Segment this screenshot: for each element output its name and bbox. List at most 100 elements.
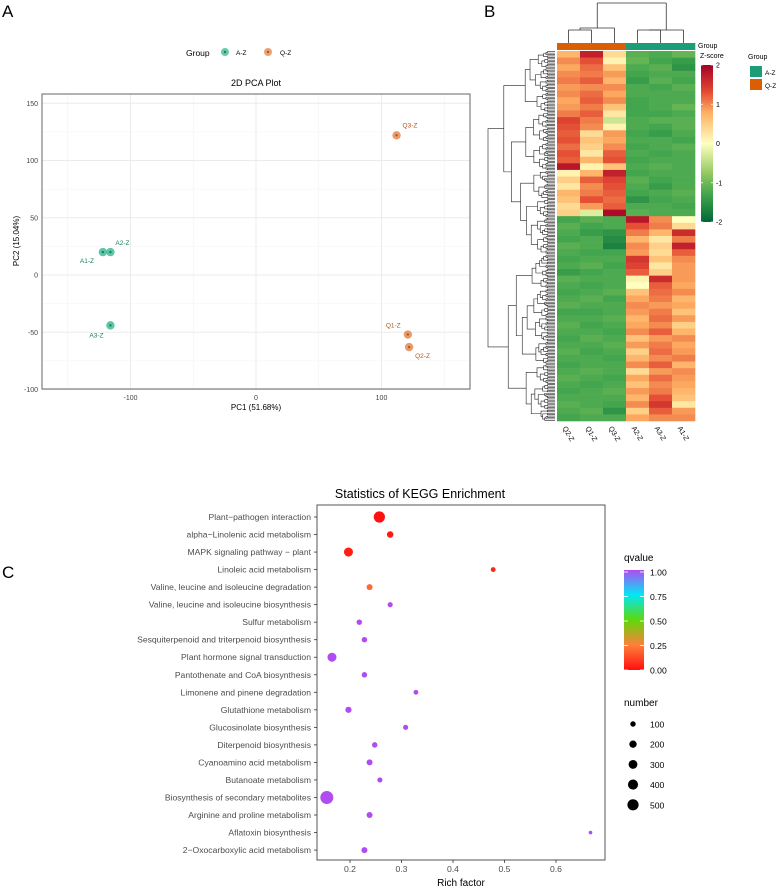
heatmap-cell <box>557 315 581 323</box>
heatmap-cell <box>649 229 673 237</box>
heatmap-cells <box>557 51 696 422</box>
kegg-point <box>327 652 337 662</box>
heatmap-cell <box>557 275 581 283</box>
heatmap-cell <box>626 236 650 243</box>
heatmap-cell <box>626 90 650 98</box>
heatmap-cell <box>626 97 650 105</box>
heatmap-cell <box>557 295 581 303</box>
heatmap-cell <box>580 77 604 85</box>
heatmap-cell <box>649 394 673 402</box>
heatmap-cell <box>672 51 696 58</box>
heatmap-cell <box>649 368 673 376</box>
heatmap-cell <box>672 90 696 98</box>
heatmap-cell <box>557 414 581 422</box>
qvalue-colorbar-ticks: 1.00 0.75 0.50 0.25 0.00 <box>624 568 667 676</box>
column-label: A2-Z <box>630 426 644 443</box>
kegg-point <box>343 547 353 557</box>
heatmap-cell <box>672 341 696 349</box>
heatmap-cell <box>603 110 627 118</box>
kegg-points <box>320 511 593 854</box>
heatmap-cell <box>603 84 627 91</box>
heatmap-cell <box>580 117 604 124</box>
heatmap-cell <box>672 103 696 111</box>
pca-point-label: Q1-Z <box>386 323 401 330</box>
heatmap-cell <box>649 189 673 197</box>
heatmap-cell <box>672 57 696 65</box>
heatmap-cell <box>557 169 581 177</box>
heatmap-cell <box>557 196 581 204</box>
heatmap-cell <box>649 348 673 356</box>
heatmap-cell <box>626 295 650 303</box>
pca-point-label: A3-Z <box>89 332 103 339</box>
heatmap-cell <box>580 295 604 303</box>
heatmap-cell <box>580 123 604 131</box>
colorbar-tick-label: 0.50 <box>650 617 667 627</box>
pathway-label: Butanoate metabolism <box>225 775 311 785</box>
kegg-point <box>361 847 368 854</box>
heatmap-cell <box>580 163 604 171</box>
heatmap-cell <box>580 242 604 250</box>
heatmap-cell <box>672 335 696 343</box>
kegg-point <box>366 584 373 591</box>
heatmap-cell <box>557 189 581 197</box>
heatmap-cell <box>557 407 581 415</box>
heatmap-cell <box>672 242 696 250</box>
heatmap-cell <box>672 64 696 72</box>
heatmap-cell <box>603 381 627 389</box>
y-tick-label: -100 <box>24 387 38 394</box>
kegg-point <box>356 619 362 625</box>
heatmap-cell <box>672 321 696 329</box>
heatmap-cell <box>580 57 604 65</box>
heatmap-cell <box>649 169 673 177</box>
pca-points: A1-Z A2-Z A3-Z Q3-Z Q1-Z Q2-Z <box>80 122 430 360</box>
heatmap-cell <box>626 341 650 349</box>
heatmap-cell <box>557 368 581 376</box>
heatmap-cell <box>557 328 581 336</box>
size-legend-label: 100 <box>650 720 665 730</box>
heatmap-cell <box>672 262 696 270</box>
pca-point-label: A1-Z <box>80 258 94 265</box>
heatmap-cell <box>580 381 604 389</box>
heatmap-cell <box>672 123 696 131</box>
kegg-point <box>320 790 334 804</box>
heatmap-cell <box>672 183 696 191</box>
column-label: Q2-Z <box>561 426 575 444</box>
heatmap-cell <box>603 387 627 395</box>
heatmap-cell <box>649 150 673 158</box>
pathway-label: Pantothenate and CoA biosynthesis <box>175 670 311 680</box>
heatmap-cell <box>557 387 581 395</box>
heatmap-cell <box>557 110 581 118</box>
pathway-label: MAPK signaling pathway − plant <box>188 547 312 557</box>
pathway-label: Arginine and proline metabolism <box>188 810 311 820</box>
heatmap-cell <box>672 308 696 316</box>
heatmap-cell <box>672 150 696 158</box>
pathway-label: alpha−Linolenic acid metabolism <box>187 530 311 540</box>
heatmap-cell <box>580 110 604 118</box>
heatmap-cell <box>580 84 604 91</box>
size-legend-dot <box>628 759 638 769</box>
kegg-point <box>403 724 409 730</box>
group-annotation-bar <box>557 43 696 50</box>
pca-point-label: Q2-Z <box>415 353 430 360</box>
x-tick-label: 0 <box>254 395 258 402</box>
heatmap-cell <box>603 335 627 343</box>
pathway-label: Valine, leucine and isoleucine degradati… <box>151 582 312 592</box>
heatmap-cell <box>557 90 581 98</box>
heatmap-cell <box>626 249 650 257</box>
heatmap-cell <box>649 288 673 296</box>
heatmap-cell <box>603 51 627 58</box>
heatmap-cell <box>672 110 696 118</box>
pathway-label: Glucosinolate biosynthesis <box>209 722 311 732</box>
heatmap-cell <box>626 209 650 217</box>
heatmap-cell <box>580 136 604 144</box>
heatmap-cell <box>626 163 650 171</box>
heatmap-cell <box>580 150 604 158</box>
heatmap-cell <box>580 414 604 422</box>
pca-title: 2D PCA Plot <box>231 78 282 88</box>
heatmap-cell <box>557 354 581 362</box>
heatmap-cell <box>580 394 604 402</box>
size-legend-dot <box>630 721 636 727</box>
heatmap-cell <box>626 202 650 210</box>
heatmap-cell <box>580 130 604 138</box>
heatmap-cell <box>603 70 627 78</box>
